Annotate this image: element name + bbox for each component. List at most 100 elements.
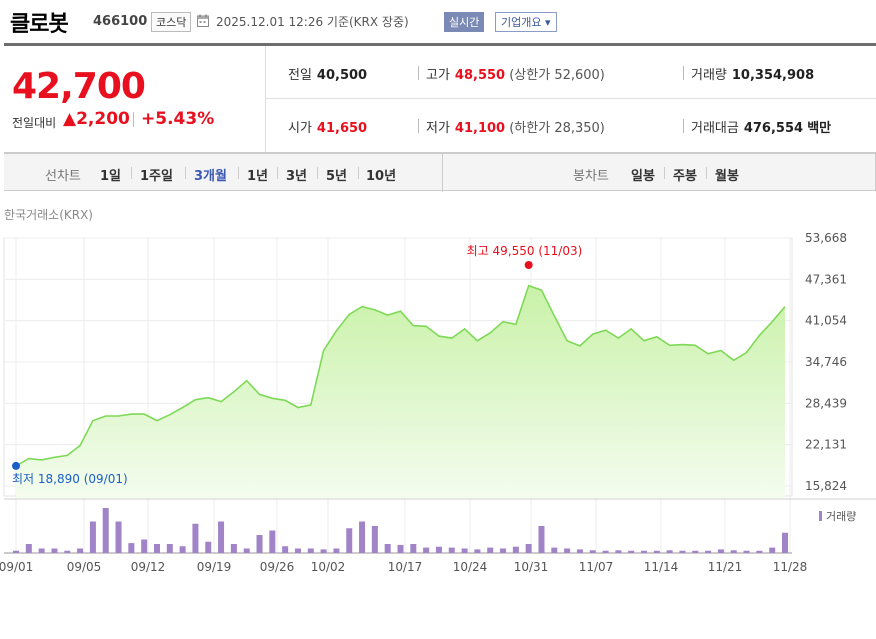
change-label: 전일대비	[12, 116, 57, 130]
tab-separator	[277, 167, 278, 179]
high-cell: 고가 48,550 (상한가 52,600)	[426, 64, 605, 83]
volume-bar	[320, 549, 327, 553]
x-tick-label: 09/19	[197, 560, 232, 574]
cell-separator	[418, 66, 419, 80]
volume-bar	[628, 550, 635, 553]
volume-bar	[717, 549, 724, 553]
price-line	[15, 284, 786, 467]
volume-bar	[269, 530, 276, 553]
volume-bars	[13, 508, 788, 553]
volume-bar	[743, 550, 750, 553]
tab-separator	[185, 167, 186, 179]
tab-1week[interactable]: 1주일	[140, 169, 173, 184]
low-value: 41,100	[454, 121, 506, 136]
chart-period-tabs: 선차트 1일 1주일 3개월 1년 3년 5년 10년 봉차트 일봉 주봉 월봉	[4, 153, 876, 192]
volume-bar	[512, 546, 519, 553]
volume-bar	[230, 544, 237, 553]
volume-bar	[423, 547, 430, 553]
tab-separator	[706, 167, 707, 179]
company-overview-dropdown[interactable]: 기업개요 ▾	[495, 12, 557, 32]
volume-bar	[410, 544, 417, 553]
tab-weekly-candle[interactable]: 주봉	[673, 169, 697, 184]
trade-value-label: 거래대금	[691, 121, 739, 136]
tab-daily-candle[interactable]: 일봉	[631, 169, 655, 184]
x-tick-label: 11/28	[773, 560, 808, 574]
volume-label: 거래량	[691, 68, 727, 83]
volume-bar	[218, 521, 225, 553]
market-badge: 코스닥	[151, 12, 192, 32]
volume-bar	[256, 535, 263, 553]
x-axis-ticks: 09/01 09/05 09/12 09/19 09/26 10/02 10/17 10/24…	[0, 560, 807, 574]
volume-bar	[692, 550, 699, 553]
trade-value-cell: 거래대금 476,554 백만	[691, 117, 831, 136]
open-value: 41,650	[316, 121, 368, 136]
volume-bar	[166, 544, 173, 553]
volume-bar	[589, 550, 596, 553]
volume-bar	[448, 547, 455, 553]
stock-header: 클로봇 466100 코스닥 2025.12.01 12:26 기준(KRX 장…	[0, 0, 876, 44]
stock-code: 466100	[93, 14, 148, 29]
tab-separator	[317, 167, 318, 179]
row-divider	[266, 98, 876, 99]
y-tick-label: 15,824	[805, 479, 847, 493]
volume-bar	[205, 541, 212, 553]
volume-bar	[371, 526, 378, 553]
volume-bar	[153, 544, 160, 553]
tab-3year[interactable]: 3년	[286, 169, 308, 184]
as-of-timestamp: 2025.12.01 12:26 기준(KRX 장중)	[216, 15, 409, 29]
low-label: 저가	[426, 121, 450, 136]
low-cell: 저가 41,100 (하한가 28,350)	[426, 117, 605, 136]
volume-bar	[64, 550, 71, 553]
volume-bar	[756, 550, 763, 553]
change-amount: ▲2,200	[63, 109, 130, 129]
volume-bar	[384, 544, 391, 553]
realtime-button[interactable]: 실시간	[444, 12, 485, 32]
volume-cell: 거래량 10,354,908	[691, 64, 814, 83]
low-annotation: 최저 18,890 (09/01)	[12, 472, 128, 486]
volume-bar	[346, 528, 353, 553]
volume-bar	[25, 544, 32, 553]
high-point-marker	[524, 260, 533, 269]
y-tick-label: 34,746	[805, 355, 847, 369]
volume-bar	[641, 550, 648, 553]
upper-limit: (상한가 52,600)	[509, 68, 605, 83]
tab-5year[interactable]: 5년	[326, 169, 348, 184]
open-cell: 시가 41,650	[288, 117, 367, 136]
volume-bar	[294, 548, 301, 553]
price-area	[16, 285, 785, 498]
volume-bar	[602, 550, 609, 553]
volume-bar	[705, 550, 712, 553]
y-tick-label: 28,439	[805, 396, 847, 410]
volume-bar	[730, 550, 737, 553]
current-price: 42,700	[12, 66, 146, 107]
tab-3month[interactable]: 3개월	[194, 169, 227, 184]
data-source-label: 한국거래소(KRX)	[4, 208, 93, 222]
volume-bar	[435, 546, 442, 553]
high-annotation: 최고 49,550 (11/03)	[467, 244, 583, 258]
prev-close-label: 전일	[288, 68, 312, 83]
volume-bar	[243, 548, 250, 553]
tab-10year[interactable]: 10년	[366, 169, 397, 184]
tab-monthly-candle[interactable]: 월봉	[715, 169, 739, 184]
quote-panel: 42,700 전일대비 ▲2,200 +5.43% 전일 40,500 고가 48,…	[4, 46, 876, 153]
volume-bar	[679, 550, 686, 553]
cell-separator	[418, 119, 419, 133]
x-tick-label: 09/26	[260, 560, 295, 574]
x-tick-label: 10/31	[514, 560, 549, 574]
volume-bar	[179, 546, 186, 553]
trade-value-unit: 백만	[807, 121, 832, 136]
volume-legend-swatch	[819, 511, 822, 521]
open-label: 시가	[288, 121, 312, 136]
volume-bar	[525, 544, 532, 553]
y-tick-label: 22,131	[805, 438, 847, 452]
change-separator	[133, 112, 134, 127]
volume-bar	[500, 548, 507, 553]
x-tick-label: 09/05	[67, 560, 102, 574]
volume-bar	[538, 526, 545, 553]
volume-bar	[615, 550, 622, 553]
tab-1day[interactable]: 1일	[100, 169, 122, 184]
tab-1year[interactable]: 1년	[247, 169, 269, 184]
line-chart-label: 선차트	[45, 169, 81, 184]
y-tick-label: 41,054	[805, 314, 847, 328]
